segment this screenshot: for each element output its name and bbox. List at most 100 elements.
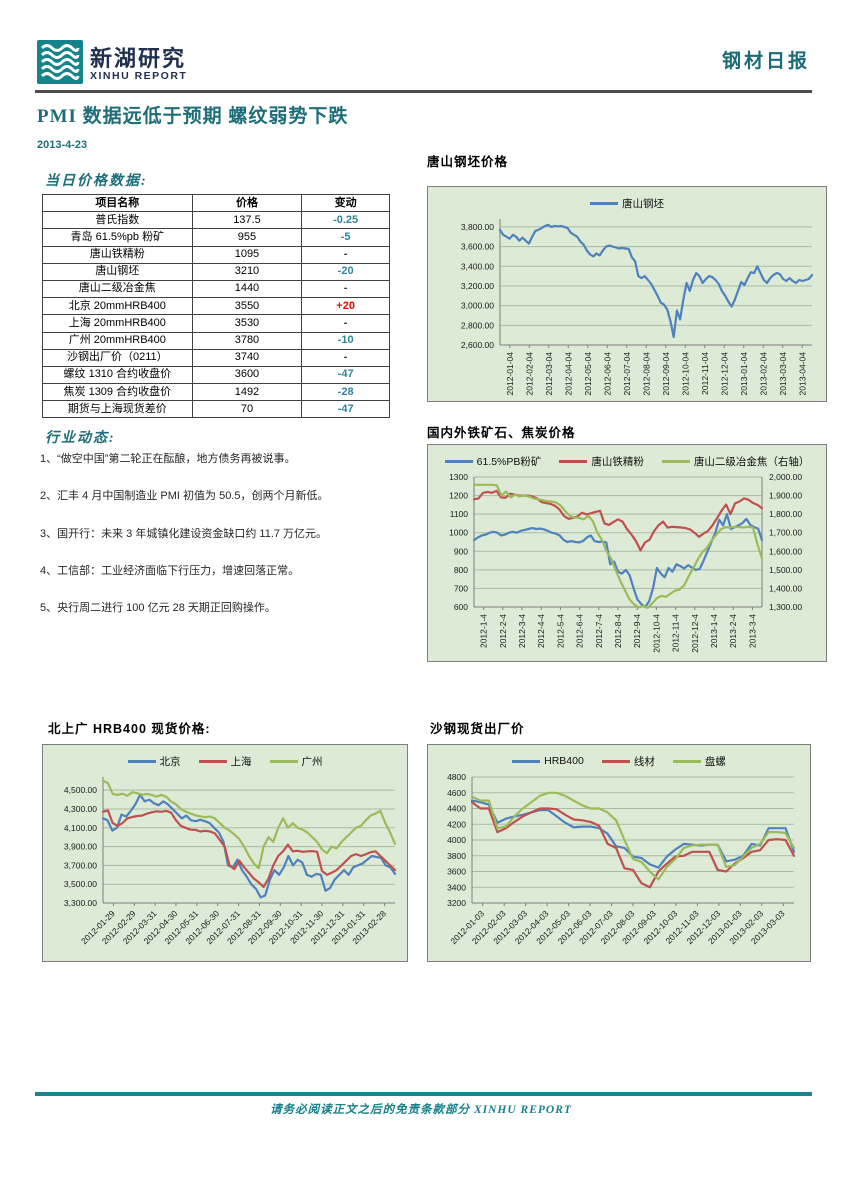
item-name: 青岛 61.5%pb 粉矿 bbox=[42, 228, 193, 247]
item-name: 普氏指数 bbox=[42, 211, 193, 230]
svg-text:4400: 4400 bbox=[447, 804, 466, 814]
brand-logo: 新湖研究 XINHU REPORT bbox=[37, 40, 187, 89]
svg-text:2013-03-04: 2013-03-04 bbox=[778, 352, 788, 396]
item-change: -20 bbox=[301, 262, 390, 281]
svg-text:2012-9-4: 2012-9-4 bbox=[632, 614, 642, 648]
item-price: 955 bbox=[191, 228, 303, 247]
news-list: 1、“做空中国”第二轮正在酝酿，地方债务再被说事。 2、汇丰 4 月中国制造业 P… bbox=[40, 452, 415, 638]
svg-text:2013-3-4: 2013-3-4 bbox=[747, 614, 757, 648]
svg-text:900: 900 bbox=[454, 546, 468, 556]
svg-text:1200: 1200 bbox=[449, 491, 468, 501]
table-row: 广州 20mmHRB400 3780 -10 bbox=[42, 331, 390, 350]
col-change: 变动 bbox=[301, 193, 390, 213]
svg-text:2012-10-4: 2012-10-4 bbox=[651, 614, 661, 653]
svg-text:2012-08-04: 2012-08-04 bbox=[641, 352, 651, 396]
chart-title-shagang: 沙钢现货出厂价 bbox=[430, 722, 525, 736]
svg-text:2012-3-4: 2012-3-4 bbox=[517, 614, 527, 648]
svg-text:2012-2-4: 2012-2-4 bbox=[498, 614, 508, 648]
svg-text:2012-02-04: 2012-02-04 bbox=[524, 352, 534, 396]
svg-text:2012-01-04: 2012-01-04 bbox=[505, 352, 515, 396]
item-name: 期货与上海现货差价 bbox=[42, 400, 193, 419]
legend-item: 唐山二级冶金焦（右轴） bbox=[661, 454, 809, 469]
footer-divider bbox=[35, 1092, 812, 1096]
chart-hrb400-spot: 北京 上海 广州 3,300.00 3,500.00 3,700.00 3,900.0… bbox=[42, 744, 408, 962]
svg-text:3,800.00: 3,800.00 bbox=[461, 222, 494, 232]
svg-text:4600: 4600 bbox=[447, 788, 466, 798]
svg-text:1300: 1300 bbox=[449, 472, 468, 482]
svg-text:3800: 3800 bbox=[447, 851, 466, 861]
svg-text:3600: 3600 bbox=[447, 867, 466, 877]
item-price: 3530 bbox=[191, 314, 303, 333]
legend-item: 线材 bbox=[601, 754, 655, 769]
chart3-plot: 3,300.00 3,500.00 3,700.00 3,900.00 4,100.00… bbox=[64, 777, 397, 946]
chart2-legend: 61.5%PB粉矿 唐山铁精粉 唐山二级冶金焦（右轴） bbox=[428, 445, 826, 471]
svg-text:2012-8-4: 2012-8-4 bbox=[613, 614, 623, 648]
item-change: -28 bbox=[301, 383, 390, 402]
news-section-heading: 行业动态: bbox=[45, 431, 116, 446]
legend-label: 盘螺 bbox=[704, 755, 726, 768]
svg-text:600: 600 bbox=[454, 602, 468, 612]
svg-text:2012-11-4: 2012-11-4 bbox=[671, 614, 681, 652]
svg-text:2012-5-4: 2012-5-4 bbox=[555, 614, 565, 648]
svg-text:4,500.00: 4,500.00 bbox=[64, 785, 97, 795]
svg-text:2012-04-04: 2012-04-04 bbox=[563, 352, 573, 396]
item-name: 唐山二级冶金焦 bbox=[42, 279, 193, 299]
report-type-label: 钢材日报 bbox=[721, 51, 810, 72]
news-item: 3、国开行：未来 3 年城镇化建设资金缺口约 11.7 万亿元。 bbox=[40, 527, 328, 540]
chart-title-tangshan-billet: 唐山钢坯价格 bbox=[427, 155, 509, 169]
item-price: 3550 bbox=[191, 297, 303, 316]
item-name: 唐山铁精粉 bbox=[42, 245, 193, 264]
legend-item: 北京 bbox=[127, 754, 181, 769]
svg-text:2012-09-04: 2012-09-04 bbox=[661, 352, 671, 396]
svg-text:1,800.00: 1,800.00 bbox=[769, 509, 802, 519]
legend-swatch bbox=[127, 759, 156, 763]
svg-text:2012-6-4: 2012-6-4 bbox=[575, 614, 585, 648]
logo-waves-icon bbox=[37, 40, 83, 89]
item-price: 3740 bbox=[191, 348, 303, 367]
table-row: 螺纹 1310 合约收盘价 3600 -47 bbox=[42, 365, 390, 385]
item-change: - bbox=[301, 279, 390, 299]
item-change: -10 bbox=[301, 331, 390, 350]
svg-text:2013-02-04: 2013-02-04 bbox=[758, 352, 768, 396]
table-row: 北京 20mmHRB400 3550 +20 bbox=[42, 297, 390, 316]
svg-text:1,500.00: 1,500.00 bbox=[769, 565, 802, 575]
item-change: -47 bbox=[301, 365, 390, 385]
news-item: 5、央行周二进行 100 亿元 28 天期正回购操作。 bbox=[40, 602, 276, 615]
table-row: 沙钢出厂价（0211） 3740- bbox=[42, 348, 390, 367]
legend-item: 唐山铁精粉 bbox=[559, 454, 644, 469]
chart1-legend: 唐山钢坯 bbox=[428, 187, 826, 213]
svg-text:1,600.00: 1,600.00 bbox=[769, 546, 802, 556]
chart-title-ore-coke: 国内外铁矿石、焦炭价格 bbox=[427, 426, 576, 440]
chart4-legend: HRB400 线材 盘螺 bbox=[428, 745, 810, 771]
item-change: - bbox=[301, 348, 390, 367]
svg-text:2013-04-04: 2013-04-04 bbox=[797, 352, 807, 396]
svg-text:2012-12-04: 2012-12-04 bbox=[719, 352, 729, 396]
svg-text:2013-1-4: 2013-1-4 bbox=[709, 614, 719, 648]
col-price: 价格 bbox=[191, 193, 303, 213]
svg-text:3400: 3400 bbox=[447, 882, 466, 892]
svg-text:2012-07-04: 2012-07-04 bbox=[622, 352, 632, 396]
svg-text:2,600.00: 2,600.00 bbox=[461, 340, 494, 350]
col-item-name: 项目名称 bbox=[42, 193, 193, 213]
item-price: 3600 bbox=[191, 365, 303, 385]
item-price: 1440 bbox=[191, 279, 303, 299]
svg-text:800: 800 bbox=[454, 565, 468, 575]
legend-swatch bbox=[590, 201, 618, 205]
table-row: 唐山铁精粉 1095- bbox=[42, 245, 390, 264]
svg-text:1,300.00: 1,300.00 bbox=[769, 602, 802, 612]
legend-swatch bbox=[269, 759, 298, 763]
svg-text:1000: 1000 bbox=[449, 528, 468, 538]
item-name: 沙钢出厂价（0211） bbox=[42, 348, 193, 367]
svg-text:2012-11-04: 2012-11-04 bbox=[700, 352, 710, 395]
item-price: 3780 bbox=[191, 331, 303, 350]
svg-text:1,400.00: 1,400.00 bbox=[769, 583, 802, 593]
item-name: 焦炭 1309 合约收盘价 bbox=[42, 383, 193, 402]
chart4-plot: 3200340036003800400042004400460048002012… bbox=[447, 772, 796, 946]
news-item: 2、汇丰 4 月中国制造业 PMI 初值为 50.5，创两个月新低。 bbox=[40, 490, 329, 503]
report-date: 2013-4-23 bbox=[37, 139, 88, 151]
table-header-row: 项目名称 价格 变动 bbox=[42, 193, 390, 213]
svg-text:3,900.00: 3,900.00 bbox=[64, 842, 97, 852]
price-table-body: 普氏指数 137.5 -0.25 青岛 61.5%pb 粉矿 955 -5 唐山铁精粉 109… bbox=[42, 211, 390, 419]
legend-swatch bbox=[601, 759, 630, 763]
svg-text:3,500.00: 3,500.00 bbox=[64, 879, 97, 889]
